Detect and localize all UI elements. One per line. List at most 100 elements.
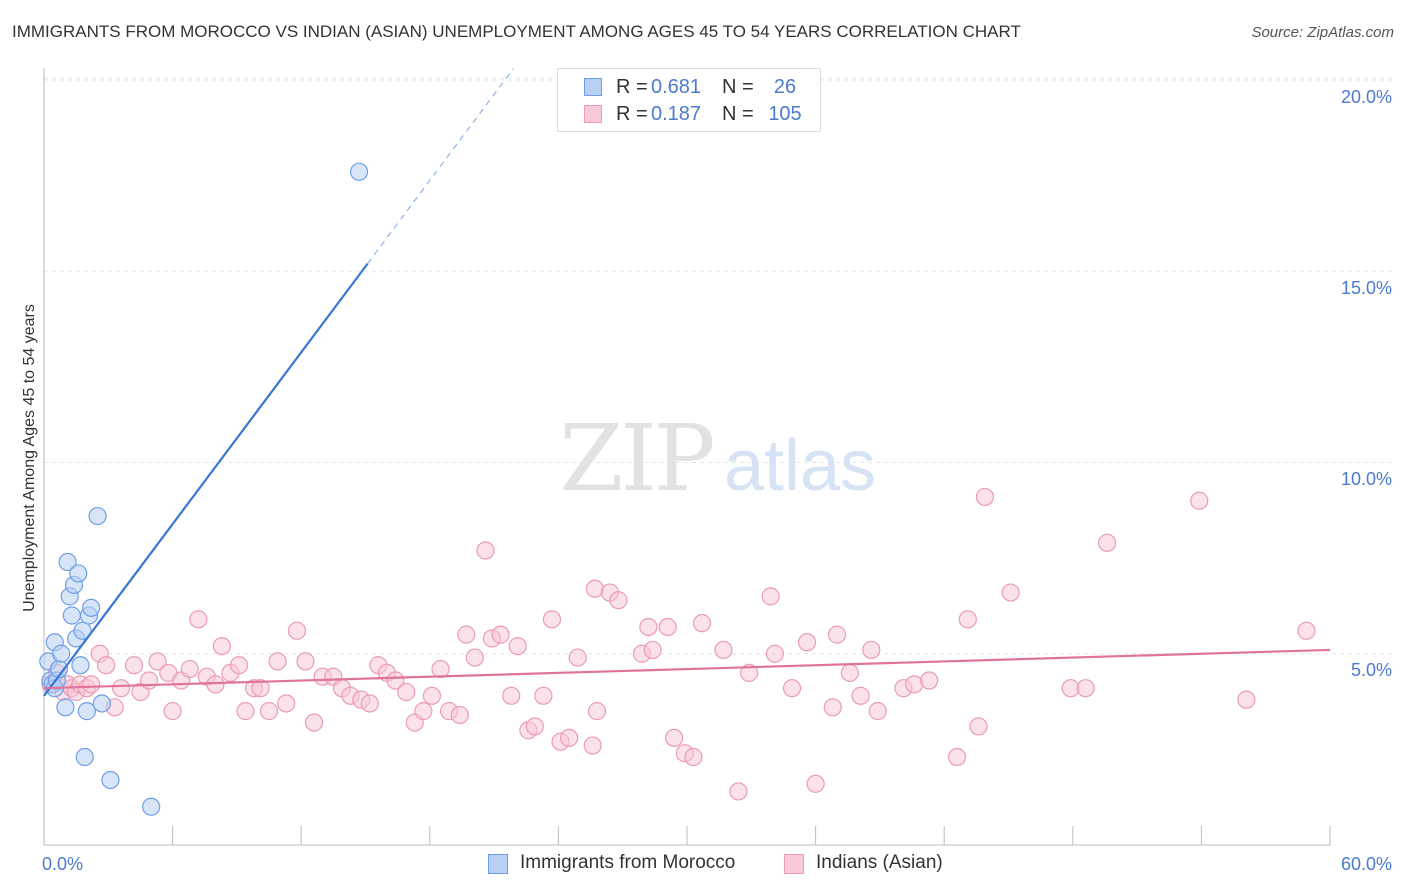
point-indians-100: [1001, 583, 1020, 602]
y-axis-label: Unemployment Among Ages 45 to 54 years: [21, 304, 38, 612]
point-indians-66: [583, 736, 602, 755]
point-indians-72: [639, 617, 658, 637]
point-indians-15: [139, 671, 159, 690]
point-indians-94: [905, 675, 924, 694]
legend-n-label: N =: [722, 76, 754, 98]
chart-title: IMMIGRANTS FROM MOROCCO VS INDIAN (ASIAN…: [12, 22, 1021, 41]
point-indians-77: [684, 747, 703, 767]
point-indians-32: [277, 694, 296, 713]
point-indians-20: [180, 659, 199, 679]
point-indians-106: [1297, 621, 1316, 640]
point-indians-21: [189, 610, 208, 629]
point-indians-97: [958, 610, 977, 629]
point-indians-74: [658, 617, 677, 637]
point-indians-48: [422, 686, 442, 705]
point-indians-45: [397, 682, 416, 702]
point-indians-12: [112, 679, 131, 698]
point-morocco-17: [77, 702, 96, 721]
watermark-zip: ZIP: [559, 405, 712, 512]
point-indians-33: [287, 621, 307, 640]
point-indians-88: [827, 625, 847, 644]
legend-label-indians: Indians (Asian): [816, 852, 943, 873]
point-indians-24: [212, 636, 231, 656]
point-indians-89: [840, 663, 859, 682]
point-indians-13: [124, 656, 144, 675]
point-indians-79: [714, 640, 733, 660]
point-indians-10: [97, 656, 116, 675]
point-indians-64: [560, 728, 579, 748]
point-morocco-16: [73, 621, 92, 640]
point-morocco-20: [88, 506, 107, 526]
point-morocco-22: [75, 747, 94, 767]
point-indians-8: [82, 675, 101, 694]
legend-n-value: 105: [768, 103, 802, 125]
point-indians-51: [450, 705, 469, 725]
point-indians-34: [296, 652, 315, 671]
point-indians-80: [729, 782, 748, 801]
point-indians-102: [1076, 679, 1095, 698]
point-indians-78: [692, 614, 712, 633]
legend-label-morocco: Immigrants from Morocco: [520, 852, 736, 873]
point-morocco-21: [92, 694, 111, 713]
point-indians-35: [304, 713, 324, 732]
point-indians-91: [862, 640, 881, 660]
point-indians-87: [823, 698, 842, 717]
legend-swatch-pink: [784, 854, 804, 874]
point-morocco-24: [142, 797, 161, 816]
point-indians-56: [491, 625, 510, 644]
y-tick-label-5: 5.0%: [1350, 660, 1392, 680]
point-indians-85: [797, 633, 817, 652]
point-indians-31: [268, 652, 287, 671]
point-indians-83: [765, 644, 784, 663]
point-indians-53: [465, 648, 484, 667]
point-indians-82: [761, 587, 780, 606]
point-morocco-19: [82, 598, 101, 617]
chart-source: Source: ZipAtlas.com: [1251, 24, 1394, 41]
point-indians-81: [740, 663, 759, 682]
point-indians-47: [414, 702, 433, 721]
point-morocco-14: [69, 564, 88, 583]
point-indians-61: [534, 686, 553, 705]
point-indians-49: [431, 659, 450, 679]
point-indians-62: [542, 610, 562, 629]
point-morocco-23: [101, 770, 120, 790]
axes: [43, 68, 1331, 846]
legend-swatch-blue: [584, 78, 602, 96]
point-indians-104: [1190, 491, 1209, 510]
trend-line-morocco: [43, 262, 369, 697]
point-indians-16: [148, 652, 167, 671]
point-indians-67: [587, 702, 607, 721]
legend-swatch-pink: [584, 105, 602, 123]
point-indians-84: [782, 679, 802, 698]
point-indians-92: [868, 702, 887, 721]
point-indians-44: [386, 671, 405, 690]
point-indians-58: [508, 636, 527, 656]
point-indians-27: [236, 702, 255, 721]
gridlines: [44, 77, 1392, 655]
legend-r-label: R =: [616, 103, 648, 125]
point-indians-95: [920, 671, 939, 690]
point-morocco-15: [71, 656, 90, 675]
trend-line-morocco-extension: [367, 68, 514, 264]
point-indians-57: [502, 686, 521, 705]
point-indians-105: [1237, 690, 1256, 709]
legend-n-value: 26: [773, 76, 797, 98]
legend-swatch-blue: [488, 854, 508, 874]
point-indians-18: [163, 702, 182, 721]
point-morocco-9: [58, 552, 77, 572]
legend-r-value: 0.187: [651, 103, 702, 125]
point-morocco-11: [62, 606, 81, 625]
point-indians-60: [525, 717, 544, 736]
point-indians-52: [457, 625, 476, 644]
correlation-legend: R = 0.681 N = 26 R = 0.187 N = 105: [557, 68, 821, 132]
trend-lines: [43, 68, 1331, 697]
point-morocco-7: [52, 644, 71, 663]
legend-n-label: N =: [722, 103, 754, 125]
point-indians-65: [568, 648, 587, 667]
point-indians-99: [975, 487, 995, 507]
point-indians-73: [643, 640, 662, 660]
x-tick-label-0: 0.0%: [42, 854, 84, 874]
y-tick-label-15: 15.0%: [1340, 278, 1392, 298]
watermark-atlas: atlas: [724, 426, 876, 506]
